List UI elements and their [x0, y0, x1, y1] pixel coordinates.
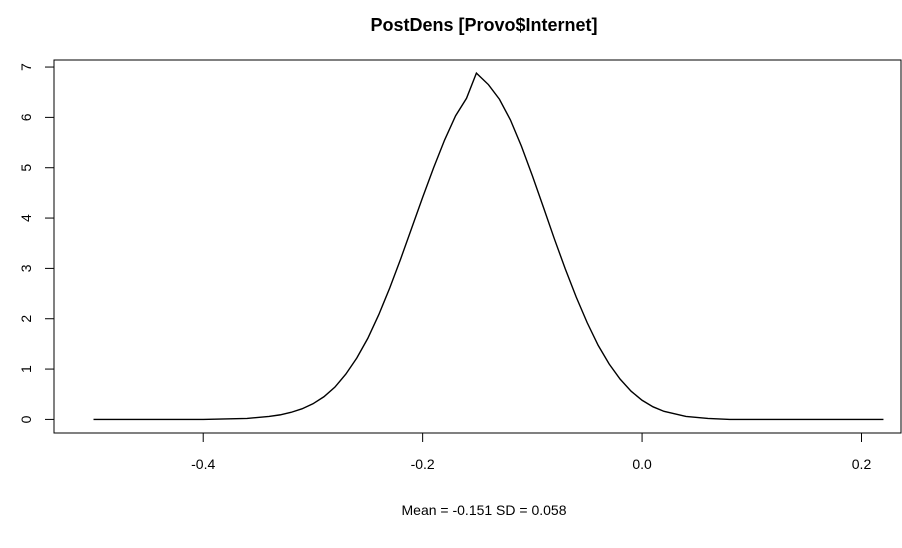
y-tick-label: 6 [18, 113, 34, 121]
x-tick-label: -0.4 [191, 456, 215, 472]
chart-subtitle: Mean = -0.151 SD = 0.058 [402, 502, 567, 518]
density-curve [93, 71, 884, 421]
y-tick-label: 0 [18, 415, 34, 423]
plot-frame [53, 59, 902, 434]
y-tick-label: 4 [18, 214, 34, 222]
chart-title: PostDens [Provo$Internet] [370, 15, 597, 35]
y-tick-label: 1 [18, 365, 34, 373]
x-tick-label: 0.0 [632, 456, 652, 472]
y-tick-label: 3 [18, 264, 34, 272]
y-tick-label: 2 [18, 315, 34, 323]
y-axis: 0 1 2 3 4 5 6 7 [18, 63, 54, 423]
x-tick-label: -0.2 [411, 456, 435, 472]
y-tick-label: 5 [18, 164, 34, 172]
x-axis: -0.4 -0.2 0.0 0.2 [191, 433, 871, 472]
x-tick-label: 0.2 [852, 456, 872, 472]
y-tick-label: 7 [18, 63, 34, 71]
